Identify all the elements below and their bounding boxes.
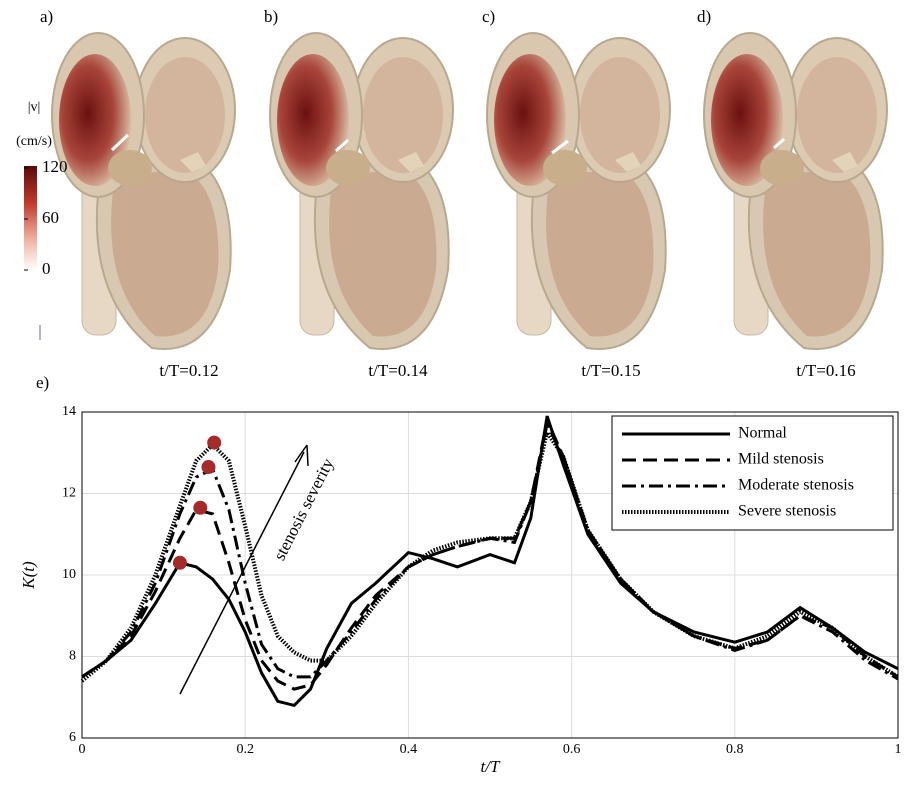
- y-tick-label: 14: [62, 404, 76, 419]
- panel-label: b): [264, 7, 278, 26]
- legend-label: Moderate stenosis: [738, 477, 854, 494]
- y-tick-label: 10: [62, 567, 76, 582]
- colorbar-tick-label: 120: [42, 157, 68, 176]
- panel-a: [52, 33, 235, 349]
- panel-caption: t/T=0.16: [796, 361, 855, 380]
- panel-caption: t/T=0.14: [368, 361, 428, 380]
- colorbar-tick-label: 0: [42, 259, 51, 278]
- legend-label: Normal: [738, 425, 787, 442]
- colorbar: [24, 166, 37, 270]
- panel-label: e): [36, 373, 49, 392]
- peak-marker: [201, 460, 215, 474]
- legend-label: Mild stenosis: [738, 451, 824, 468]
- x-tick-label: 0.4: [400, 742, 418, 757]
- x-tick-label: 0.2: [236, 742, 254, 757]
- peak-marker: [173, 556, 187, 570]
- y-axis-label: K(t): [19, 561, 38, 590]
- panel-caption: t/T=0.12: [159, 361, 218, 380]
- y-tick-label: 8: [69, 649, 76, 664]
- panel-c: [487, 33, 670, 349]
- colorbar-tick-label: 60: [42, 208, 59, 227]
- x-tick-label: 0.8: [726, 742, 744, 757]
- y-tick-label: 6: [69, 730, 76, 745]
- colorbar-title: |v|: [28, 100, 41, 115]
- figure: a) b) c) d) t/T=0.12 t/T=0.14 t/T=0.15 t…: [0, 0, 905, 783]
- legend-label: Severe stenosis: [738, 503, 836, 520]
- x-tick-label: 0: [79, 742, 86, 757]
- x-tick-label: 1: [895, 742, 902, 757]
- colorbar-unit: (cm/s): [16, 134, 52, 149]
- x-axis-label: t/T: [481, 757, 501, 776]
- panel-caption: t/T=0.15: [581, 361, 640, 380]
- peak-marker: [207, 436, 221, 450]
- panel-label: d): [697, 7, 711, 26]
- peak-marker: [193, 501, 207, 515]
- panel-label: a): [40, 7, 53, 26]
- panel-label: c): [482, 7, 495, 26]
- panel-d: [704, 33, 887, 349]
- y-tick-label: 12: [62, 486, 76, 501]
- panel-b: [270, 33, 453, 349]
- x-tick-label: 0.6: [563, 742, 581, 757]
